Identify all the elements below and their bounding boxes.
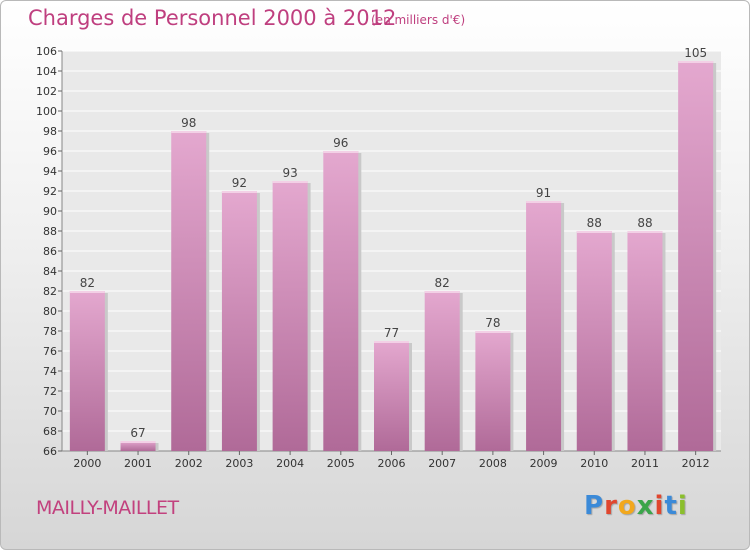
data-label: 77: [384, 326, 399, 340]
bar-top-highlight: [678, 61, 714, 63]
bar-2007: [424, 291, 460, 451]
bar-2002: [171, 131, 207, 451]
data-label: 82: [80, 276, 95, 290]
y-tick-label: 84: [43, 265, 57, 278]
bar-top-highlight: [323, 151, 359, 153]
data-label: 98: [181, 116, 196, 130]
chart-title: Charges de Personnel 2000 à 2012: [28, 6, 397, 30]
x-tick-label: 2006: [378, 457, 406, 470]
bar-2011: [627, 231, 663, 451]
logo-letter: P: [584, 491, 605, 521]
bar-top-highlight: [69, 291, 105, 293]
logo-letter: o: [617, 491, 637, 521]
x-tick-label: 2004: [276, 457, 304, 470]
y-tick-label: 100: [36, 105, 57, 118]
y-tick-label: 76: [43, 345, 57, 358]
x-tick-label: 2010: [580, 457, 608, 470]
y-tick-label: 92: [43, 185, 57, 198]
data-label: 92: [232, 176, 247, 190]
x-tick-label: 2005: [327, 457, 355, 470]
bar-2001: [120, 441, 156, 451]
bar-top-highlight: [576, 231, 612, 233]
bar-top-highlight: [475, 331, 511, 333]
y-tick-label: 104: [36, 65, 57, 78]
x-tick-label: 2002: [175, 457, 203, 470]
y-tick-label: 102: [36, 85, 57, 98]
y-tick-label: 80: [43, 305, 57, 318]
x-tick-label: 2000: [73, 457, 101, 470]
bar-2012: [678, 61, 714, 451]
bar-2009: [526, 201, 562, 451]
data-label: 88: [637, 216, 652, 230]
data-label: 91: [536, 186, 551, 200]
proxiti-logo: Proxiti: [584, 491, 688, 521]
bar-top-highlight: [221, 191, 257, 193]
chart-unit: (en milliers d'€): [371, 13, 466, 27]
bar-top-highlight: [120, 441, 156, 443]
x-tick-label: 2001: [124, 457, 152, 470]
x-tick-label: 2008: [479, 457, 507, 470]
logo-letter: r: [604, 491, 618, 521]
data-label: 105: [684, 46, 707, 60]
y-tick-label: 72: [43, 385, 57, 398]
bar-top-highlight: [424, 291, 460, 293]
bar-top-highlight: [272, 181, 308, 183]
y-tick-label: 74: [43, 365, 57, 378]
logo-letter: t: [664, 491, 678, 521]
bar-top-highlight: [526, 201, 562, 203]
y-tick-label: 88: [43, 225, 57, 238]
x-tick-label: 2011: [631, 457, 659, 470]
bar-top-highlight: [171, 131, 207, 133]
bar-2004: [272, 181, 308, 451]
y-tick-label: 96: [43, 145, 57, 158]
bar-top-highlight: [374, 341, 409, 343]
y-tick-label: 94: [43, 165, 57, 178]
y-tick-label: 98: [43, 125, 57, 138]
data-label: 78: [485, 316, 500, 330]
y-tick-label: 70: [43, 405, 57, 418]
data-label: 88: [587, 216, 602, 230]
bar-2006: [374, 341, 409, 451]
logo-letter: i: [654, 491, 665, 521]
x-tick-label: 2003: [225, 457, 253, 470]
bar-2000: [69, 291, 105, 451]
bar-2003: [221, 191, 257, 451]
bar-top-highlight: [627, 231, 663, 233]
x-tick-label: 2012: [682, 457, 710, 470]
y-tick-label: 66: [43, 445, 57, 458]
y-tick-label: 82: [43, 285, 57, 298]
y-tick-label: 106: [36, 45, 57, 58]
data-label: 96: [333, 136, 348, 150]
data-label: 82: [435, 276, 450, 290]
logo-letter: x: [636, 491, 655, 521]
x-tick-label: 2007: [428, 457, 456, 470]
logo-letter: i: [677, 491, 688, 521]
town-name: MAILLY-MAILLET: [36, 497, 179, 519]
data-label: 93: [282, 166, 297, 180]
data-label: 67: [130, 426, 145, 440]
bar-2010: [576, 231, 612, 451]
y-tick-label: 90: [43, 205, 57, 218]
x-tick-label: 2009: [530, 457, 558, 470]
y-tick-label: 86: [43, 245, 57, 258]
y-tick-label: 68: [43, 425, 57, 438]
bar-2005: [323, 151, 359, 451]
bar-2008: [475, 331, 511, 451]
y-tick-label: 78: [43, 325, 57, 338]
